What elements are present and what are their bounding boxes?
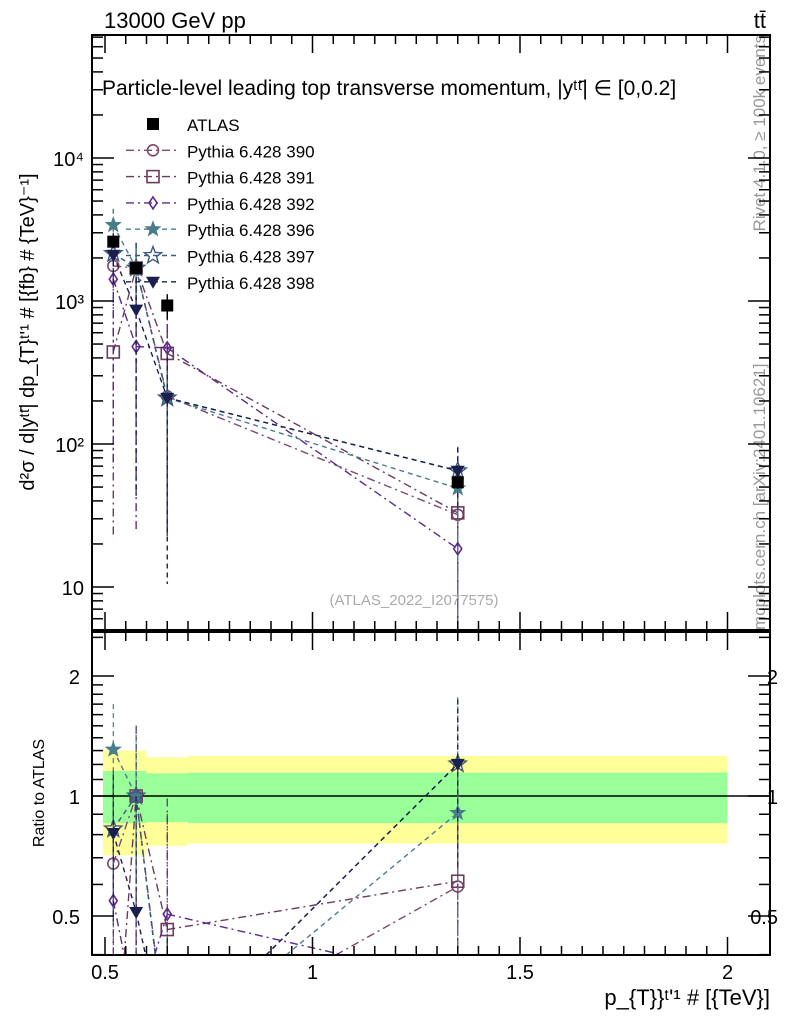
marker-open-square	[146, 169, 160, 184]
legend-label: Pythia 6.428 397	[187, 248, 315, 267]
series-line	[136, 345, 168, 349]
legend-label: Pythia 6.428 390	[187, 142, 315, 161]
legend: ATLAS Pythia 6.428 390 Pythia 6.428 391 Pyt…	[126, 116, 315, 293]
ratio-line	[135, 911, 147, 956]
legend-label: Pythia 6.428 391	[187, 169, 315, 188]
ratio-line	[265, 763, 459, 956]
ratio-line	[112, 795, 137, 830]
marker-triangle-down	[106, 827, 121, 840]
ratio-y-tick-label-right: 1	[767, 787, 778, 809]
marker-triangle-down	[129, 906, 144, 919]
ratio-frame	[91, 631, 771, 956]
x-axis-label: p_{T}}ᵗ'¹ # [{TeV}]	[604, 985, 770, 1010]
watermark: (ATLAS_2022_I2077575)	[329, 592, 498, 609]
marker-open-circle	[146, 144, 160, 157]
series-line	[167, 397, 458, 489]
process-label: tt̄	[754, 8, 766, 33]
legend-label: Pythia 6.428 392	[187, 195, 315, 214]
series-line	[166, 395, 459, 516]
series-line	[112, 254, 137, 310]
legend-item: Pythia 6.428 390	[126, 142, 315, 161]
y-axis-label: d²σ / d|yᵗᵗ̄| dp_{T}ᵗ'¹ # [{fb} # {TeV}⁻…	[17, 173, 39, 490]
ratio-y-axis-label: Ratio to ATLAS	[31, 739, 48, 847]
legend-item: Pythia 6.428 392	[126, 195, 315, 214]
y-tick-label: 10³	[55, 292, 84, 314]
marker-square	[130, 262, 143, 275]
marker-triangle-down	[450, 465, 465, 478]
axis-ticks: 0.5 1 1.5 2 10⁴ 10³ 10² 10 2 2 1 1 0.5 0.5	[52, 35, 778, 984]
marker-triangle-down	[106, 249, 121, 262]
marker-square	[451, 476, 464, 489]
marker-triangle-down	[146, 276, 160, 289]
marker-triangle-down	[129, 304, 144, 317]
marker-open-star	[142, 244, 164, 265]
legend-item: Pythia 6.428 398	[126, 274, 315, 293]
ratio-y-tick-label-right: 0.5	[750, 907, 778, 929]
ratio-y-tick-label: 2	[69, 667, 80, 689]
marker-open-diamond	[452, 541, 463, 557]
x-tick-label: 0.5	[91, 962, 119, 984]
marker-open-diamond	[108, 271, 119, 287]
ratio-y-tick-label: 1	[69, 787, 80, 809]
ratio-line	[112, 832, 137, 913]
marker-square	[161, 299, 174, 312]
series-line	[112, 224, 137, 269]
series-line	[112, 278, 137, 347]
marker-star	[104, 740, 122, 757]
ratio-line	[135, 795, 168, 930]
marker-square	[107, 235, 120, 248]
ratio-line	[167, 913, 344, 956]
ratio-line	[135, 795, 157, 956]
marker-open-diamond	[162, 906, 173, 922]
legend-label: Pythia 6.428 396	[187, 221, 315, 240]
ratio-line	[167, 880, 458, 931]
series-line	[166, 352, 459, 514]
series-line	[135, 267, 168, 354]
legend-item: Pythia 6.428 391	[126, 169, 315, 188]
energy-label: 13000 GeV pp	[104, 8, 246, 33]
marker-triangle-down	[160, 392, 175, 405]
y-tick-label: 10⁴	[53, 149, 84, 171]
legend-item: Pythia 6.428 397	[126, 244, 315, 267]
marker-square	[147, 118, 159, 130]
ratio-line	[123, 795, 137, 956]
series-line	[167, 397, 458, 472]
legend-item: ATLAS	[147, 116, 240, 135]
y-tick-label: 10	[62, 578, 84, 600]
series-line	[112, 267, 137, 353]
series-line	[135, 309, 168, 399]
rivet-label: Rivet 4.1.0, ≥ 100k events	[750, 35, 769, 231]
series-pythia-6.428-398	[106, 234, 465, 956]
ratio-y-tick-label-right: 2	[767, 667, 778, 689]
y-tick-label: 10²	[55, 435, 84, 457]
data-marks	[102, 208, 469, 956]
marker-triangle-down	[450, 758, 465, 771]
legend-item: Pythia 6.428 396	[126, 220, 315, 240]
ratio-line	[285, 812, 459, 956]
marker-open-square	[160, 922, 175, 937]
x-tick-label: 2	[722, 962, 733, 984]
x-tick-label: 1.5	[506, 962, 534, 984]
ratio-line	[112, 795, 137, 864]
marker-open-diamond	[162, 340, 173, 356]
marker-star	[144, 220, 162, 237]
chart-title: Particle-level leading top transverse mo…	[102, 77, 676, 100]
marker-star	[104, 215, 122, 233]
x-tick-label: 1	[307, 962, 318, 984]
ratio-series	[106, 699, 465, 956]
legend-label: Pythia 6.428 398	[187, 274, 315, 293]
marker-open-diamond	[148, 195, 158, 211]
ratio-y-tick-label: 0.5	[52, 907, 80, 929]
ratio-line	[112, 900, 125, 956]
series-line	[166, 347, 459, 550]
ratio-line	[153, 913, 168, 956]
legend-label: ATLAS	[187, 116, 240, 135]
ratio-line	[335, 885, 459, 956]
series-line	[135, 267, 168, 399]
mcplots-label: mcplots.cern.ch [arXiv:2401.10621]	[750, 364, 769, 630]
ratio-bands	[92, 750, 770, 856]
series-atlas	[107, 235, 464, 489]
